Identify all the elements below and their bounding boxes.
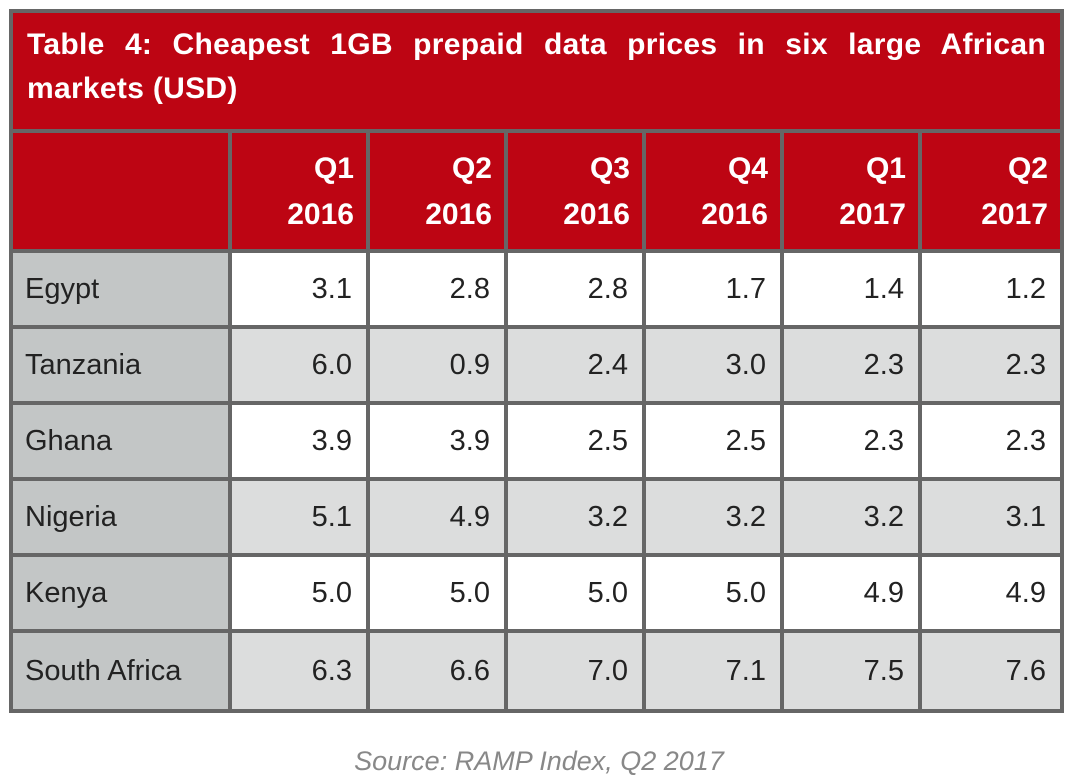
row-label-country: Nigeria: [13, 481, 232, 557]
table-row: Tanzania 6.0 0.9 2.4 3.0 2.3 2.3: [13, 329, 1060, 405]
table-row: South Africa 6.3 6.6 7.0 7.1 7.5 7.6: [13, 633, 1060, 709]
table-cell-value: 6.6: [370, 633, 508, 709]
table-cell-value: 3.9: [232, 405, 370, 481]
column-header: Q4 2016: [646, 133, 784, 253]
table-cell-value: 1.4: [784, 253, 922, 329]
table-cell-value: 3.2: [784, 481, 922, 557]
table-cell-value: 6.0: [232, 329, 370, 405]
column-year: 2016: [563, 198, 630, 231]
row-label-country: Kenya: [13, 557, 232, 633]
table-cell-value: 2.3: [922, 405, 1060, 481]
table-frame: Table 4: Cheapest 1GB prepaid data price…: [9, 9, 1064, 713]
table-cell-value: 5.0: [232, 557, 370, 633]
table-body: Egypt 3.1 2.8 2.8 1.7 1.4 1.2 Tanzania 6.0 0.9 2.4…: [13, 253, 1060, 709]
table-cell-value: 7.5: [784, 633, 922, 709]
column-quarter: Q2: [451, 152, 492, 185]
column-quarter: Q2: [1007, 152, 1048, 185]
table-cell-value: 6.3: [232, 633, 370, 709]
table-cell-value: 1.2: [922, 253, 1060, 329]
table-cell-value: 3.0: [646, 329, 784, 405]
column-year: 2017: [839, 198, 906, 231]
column-header: Q1 2017: [784, 133, 922, 253]
table-cell-value: 7.1: [646, 633, 784, 709]
table-cell-value: 0.9: [370, 329, 508, 405]
table-cell-value: 1.7: [646, 253, 784, 329]
table-cell-value: 5.1: [232, 481, 370, 557]
column-header: Q2 2016: [370, 133, 508, 253]
table-cell-value: 4.9: [370, 481, 508, 557]
table-cell-value: 5.0: [646, 557, 784, 633]
table-cell-value: 2.8: [370, 253, 508, 329]
row-label-country: Egypt: [13, 253, 232, 329]
column-year: 2016: [287, 198, 354, 231]
column-header: Q2 2017: [922, 133, 1060, 253]
column-quarter: Q1: [865, 152, 906, 185]
column-quarter: Q4: [727, 152, 768, 185]
table-cell-value: 5.0: [370, 557, 508, 633]
table-cell-value: 4.9: [784, 557, 922, 633]
table-row: Ghana 3.9 3.9 2.5 2.5 2.3 2.3: [13, 405, 1060, 481]
column-year: 2016: [425, 198, 492, 231]
table-cell-value: 3.2: [646, 481, 784, 557]
table-row: Nigeria 5.1 4.9 3.2 3.2 3.2 3.1: [13, 481, 1060, 557]
column-year: 2016: [701, 198, 768, 231]
column-header: Q3 2016: [508, 133, 646, 253]
table-cell-value: 2.8: [508, 253, 646, 329]
header-row: Q1 2016 Q2 2016 Q3 2016 Q4 2016 Q1 2017 Q2 201…: [13, 133, 1060, 253]
column-year: 2017: [981, 198, 1048, 231]
table-cell-value: 2.4: [508, 329, 646, 405]
column-header: Q1 2016: [232, 133, 370, 253]
header-corner: [13, 133, 232, 253]
price-table: Q1 2016 Q2 2016 Q3 2016 Q4 2016 Q1 2017 Q2 201…: [13, 133, 1060, 709]
column-quarter: Q3: [589, 152, 630, 185]
table-cell-value: 2.5: [646, 405, 784, 481]
table-cell-value: 7.0: [508, 633, 646, 709]
row-label-country: South Africa: [13, 633, 232, 709]
table-title: Table 4: Cheapest 1GB prepaid data price…: [13, 13, 1060, 129]
table-cell-value: 7.6: [922, 633, 1060, 709]
table-cell-value: 3.1: [232, 253, 370, 329]
table-cell-value: 2.5: [508, 405, 646, 481]
row-label-country: Ghana: [13, 405, 232, 481]
column-quarter: Q1: [313, 152, 354, 185]
table-cell-value: 5.0: [508, 557, 646, 633]
table-cell-value: 2.3: [784, 405, 922, 481]
table-row: Egypt 3.1 2.8 2.8 1.7 1.4 1.2: [13, 253, 1060, 329]
table-cell-value: 4.9: [922, 557, 1060, 633]
table-cell-value: 2.3: [784, 329, 922, 405]
source-note: Source: RAMP Index, Q2 2017: [354, 746, 724, 776]
table-row: Kenya 5.0 5.0 5.0 5.0 4.9 4.9: [13, 557, 1060, 633]
table-cell-value: 3.9: [370, 405, 508, 481]
table-cell-value: 3.1: [922, 481, 1060, 557]
table-cell-value: 2.3: [922, 329, 1060, 405]
row-label-country: Tanzania: [13, 329, 232, 405]
table-cell-value: 3.2: [508, 481, 646, 557]
